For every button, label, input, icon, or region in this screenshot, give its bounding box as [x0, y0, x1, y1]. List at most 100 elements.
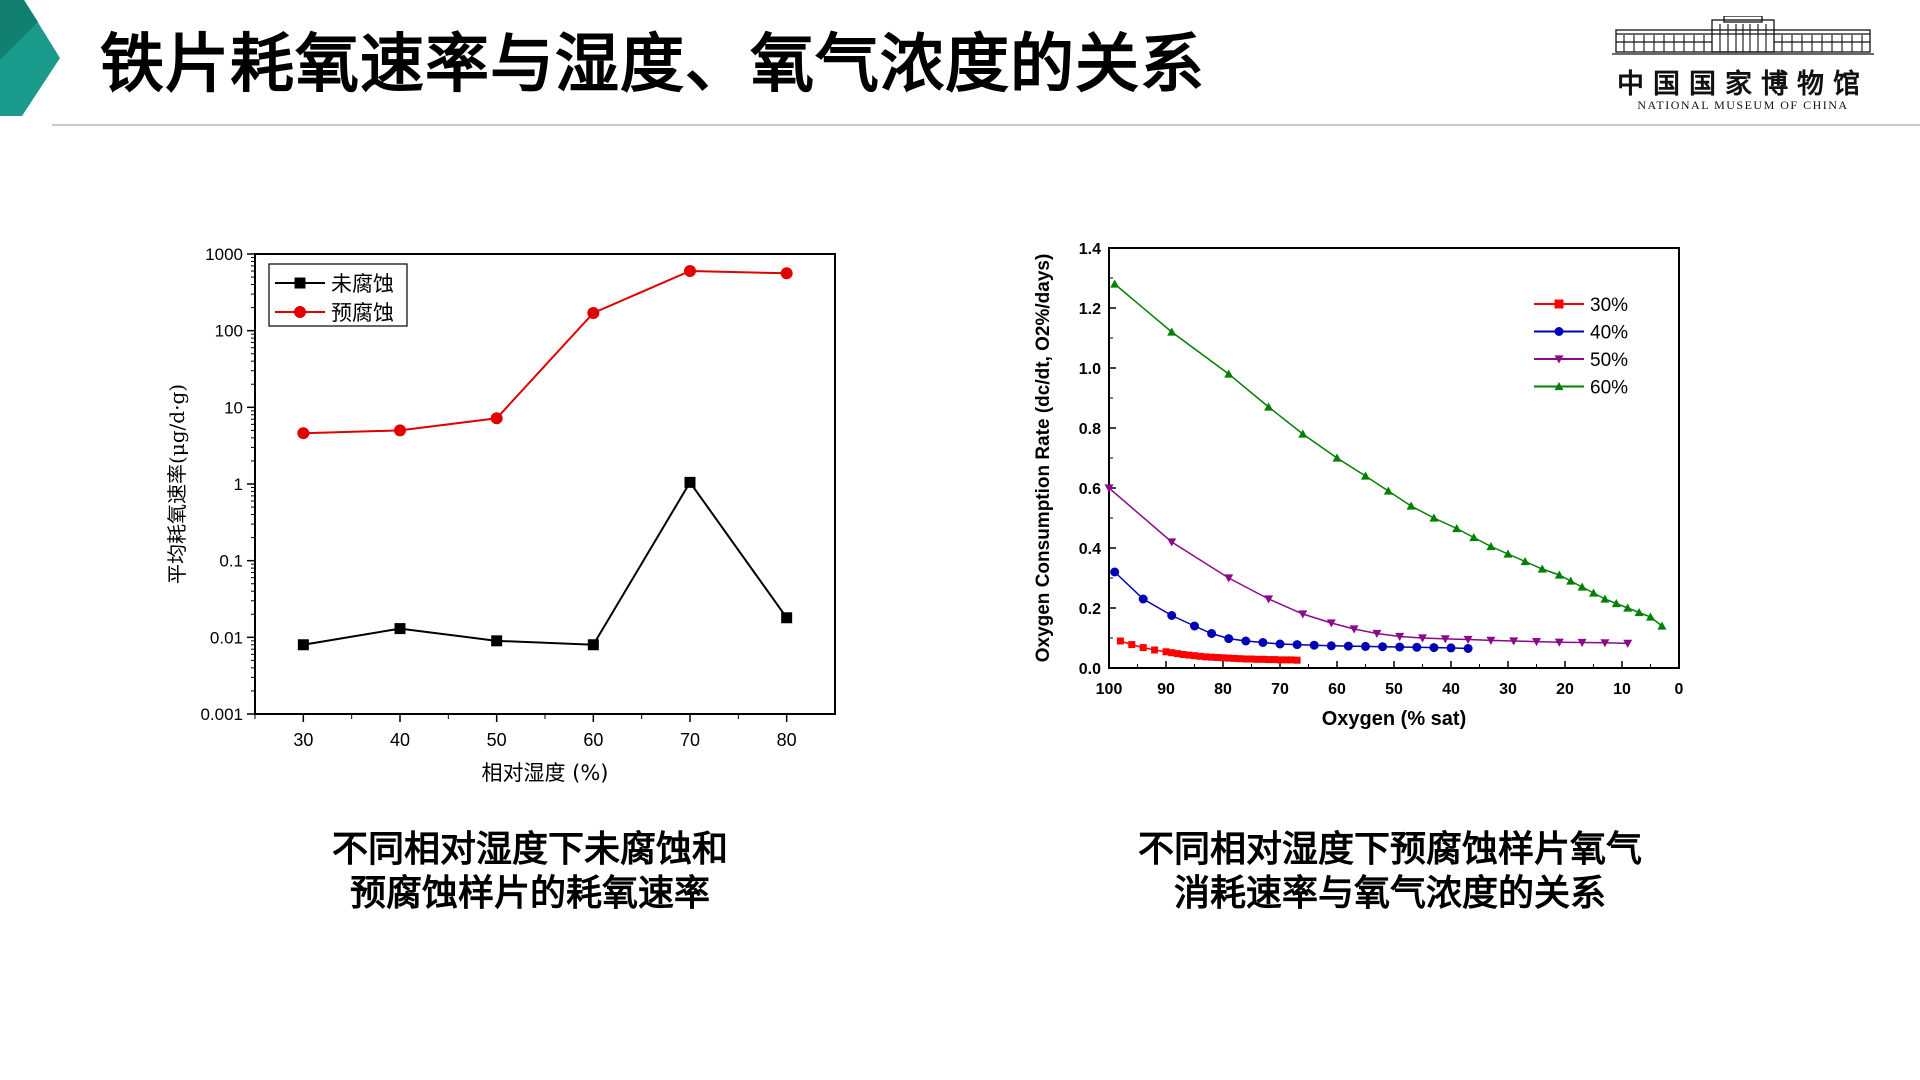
data-point: [780, 267, 793, 280]
data-point: [1292, 640, 1302, 650]
legend-label: 未腐蚀: [331, 272, 394, 296]
data-point: [1486, 542, 1496, 551]
x-tick-label: 10: [1613, 681, 1631, 698]
y-tick-label: 0.4: [1079, 541, 1101, 558]
x-tick-label: 0: [1675, 681, 1684, 698]
chart-humidity-consumption: 0.001 0.01 0.1 1 10 100 1000 30 40 50 60 70 80 相对湿度 (…: [165, 245, 836, 785]
data-point: [1173, 650, 1181, 658]
slide-title: 铁片耗氧速率与湿度、氧气浓度的关系: [100, 28, 1205, 102]
data-point: [1378, 642, 1388, 652]
x-axis-label: 相对湿度 (%): [481, 761, 608, 785]
data-point: [1634, 608, 1644, 617]
y-axis-label: 平均耗氧速率(μg/d·g): [165, 384, 189, 584]
x-tick-label: 40: [1442, 681, 1460, 698]
data-point: [1440, 635, 1450, 644]
data-point: [1196, 652, 1204, 660]
data-point: [1429, 643, 1439, 653]
data-point: [1219, 654, 1227, 662]
logo-english-name: NATIONAL MUSEUM OF CHINA: [1637, 98, 1849, 112]
legend-marker: [294, 306, 306, 318]
y-tick-label: 1.0: [1079, 361, 1101, 378]
legend-marker: [1554, 382, 1564, 391]
data-point: [1208, 653, 1216, 661]
data-point: [1463, 644, 1473, 653]
data-point: [1259, 655, 1267, 663]
data-point: [1110, 279, 1120, 288]
data-point: [1248, 655, 1255, 663]
data-point: [1532, 638, 1541, 647]
data-point: [1287, 656, 1295, 664]
data-point: [1611, 599, 1621, 608]
series-line-2: [1108, 487, 1628, 645]
x-tick-label: 30: [1499, 681, 1517, 698]
legend-marker: [1554, 299, 1564, 309]
data-point: [1298, 429, 1308, 438]
data-point: [491, 635, 503, 647]
x-tick-label: 60: [1328, 681, 1346, 698]
data-point: [1293, 656, 1301, 664]
data-point: [1309, 640, 1319, 650]
data-point: [1298, 610, 1308, 619]
data-point: [1282, 656, 1290, 664]
x-tick-label: 40: [390, 730, 410, 750]
right-caption-line-1: 不同相对湿度下预腐蚀样片氧气: [1137, 829, 1642, 870]
data-point: [1179, 651, 1187, 658]
data-point: [297, 639, 309, 651]
header-divider: [52, 124, 1920, 126]
left-caption-line-1: 不同相对湿度下未腐蚀和: [331, 829, 728, 870]
y-tick-label: 0.01: [210, 628, 243, 647]
data-point: [1128, 641, 1136, 649]
y-axis-label: Oxygen Consumption Rate (dc/dt, O2%/days…: [1033, 254, 1054, 663]
data-point: [1566, 576, 1576, 585]
y-tick-label: 0.1: [219, 552, 243, 571]
data-point: [1276, 656, 1284, 664]
data-point: [1326, 641, 1336, 651]
data-point: [1623, 639, 1633, 648]
data-point: [1503, 549, 1513, 558]
data-point: [1275, 639, 1285, 649]
legend-label: 40%: [1590, 323, 1628, 344]
series-line-0: [303, 480, 788, 646]
data-point: [394, 623, 406, 635]
data-point: [1452, 524, 1462, 533]
data-point: [1589, 588, 1598, 597]
x-tick-label: 60: [583, 730, 603, 750]
data-point: [1537, 564, 1547, 573]
legend-box: [268, 263, 408, 327]
data-point: [1361, 641, 1370, 651]
y-tick-label: 0.2: [1079, 601, 1101, 618]
data-point: [1577, 638, 1587, 647]
data-point: [587, 639, 599, 651]
y-tick-label: 1.4: [1079, 241, 1101, 258]
museum-logo: 中国国家博物馆 NATIONAL MUSEUM OF CHINA: [1612, 16, 1874, 116]
data-point: [684, 476, 696, 488]
legend-marker: [1554, 327, 1564, 336]
data-point: [1168, 649, 1176, 657]
data-point: [1190, 621, 1199, 631]
x-tick-label: 90: [1157, 681, 1175, 698]
data-point: [1326, 619, 1336, 628]
data-point: [1162, 648, 1170, 656]
y-tick-label: 0.0: [1079, 661, 1101, 678]
data-point: [297, 427, 310, 440]
data-point: [587, 306, 600, 319]
data-point: [1418, 634, 1427, 643]
data-point: [1554, 570, 1564, 579]
data-point: [1395, 642, 1405, 652]
data-point: [1412, 642, 1422, 652]
data-point: [1406, 501, 1416, 510]
series-line-3: [1114, 283, 1663, 627]
data-point: [1383, 486, 1393, 495]
data-point: [1224, 369, 1234, 378]
x-tick-label: 70: [680, 730, 700, 750]
data-point: [1509, 637, 1519, 646]
data-point: [1446, 643, 1456, 653]
y-tick-label: 10: [224, 398, 243, 417]
data-point: [1332, 453, 1342, 462]
right-caption-line-2: 消耗速率与氧气浓度的关系: [1173, 873, 1606, 914]
data-point: [1554, 638, 1564, 647]
x-tick-label: 100: [1096, 681, 1123, 698]
data-point: [1361, 471, 1370, 480]
data-point: [1241, 636, 1251, 646]
data-point: [1486, 636, 1496, 645]
